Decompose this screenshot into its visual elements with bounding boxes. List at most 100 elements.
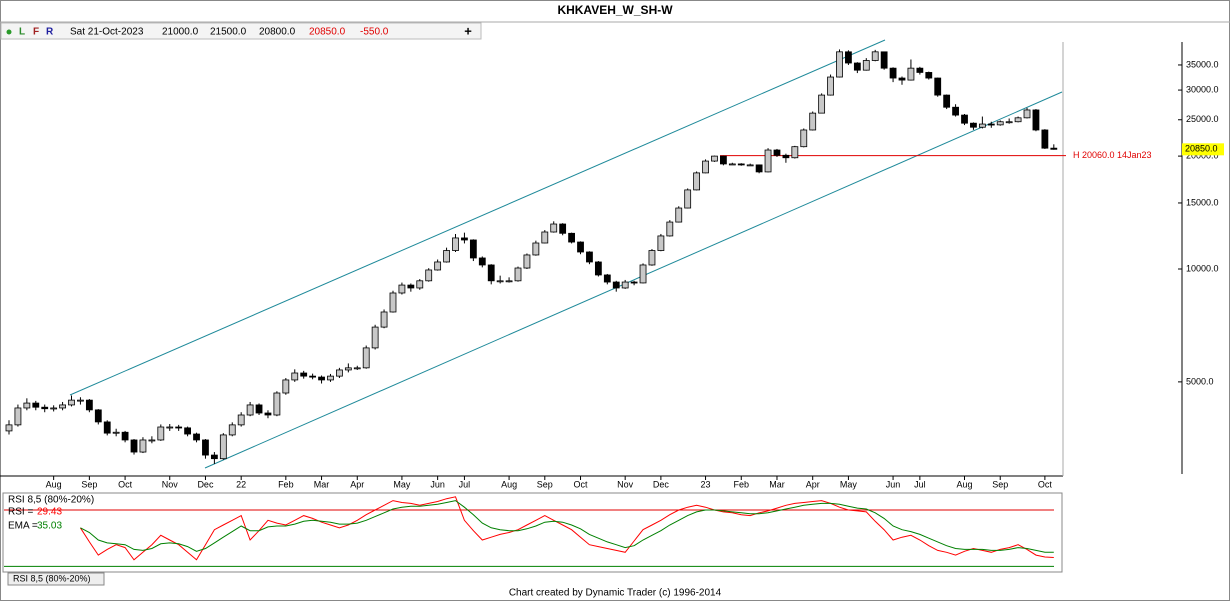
candle-body <box>380 311 388 328</box>
candle-body <box>157 426 165 441</box>
candle-body <box>978 123 986 128</box>
candle-body <box>916 67 924 73</box>
x-tick-label: Mar <box>769 479 785 489</box>
candle-body <box>523 254 531 269</box>
candle-body <box>255 404 263 414</box>
legend-value: 35.03 <box>37 521 62 532</box>
x-tick-label: Sep <box>81 479 97 489</box>
candle-body <box>586 251 593 263</box>
candle-body <box>568 232 575 243</box>
candle-body <box>1005 121 1013 124</box>
candle-body <box>327 375 334 381</box>
toolbar-button[interactable]: L <box>19 27 25 38</box>
toolbar-button[interactable]: R <box>46 27 54 38</box>
x-tick-label: Jul <box>914 479 926 489</box>
candle-body <box>737 163 745 166</box>
x-tick-label: Apr <box>806 479 820 489</box>
candle-body <box>693 172 701 191</box>
candle-body <box>103 421 111 434</box>
candle-body <box>398 284 406 294</box>
candle-body <box>175 426 183 429</box>
candle-body <box>193 433 200 441</box>
rsi-tab[interactable] <box>7 572 105 586</box>
candle-body <box>318 376 325 381</box>
candle-body <box>246 404 254 416</box>
candle-body <box>389 292 397 313</box>
x-tick-label: Feb <box>734 479 750 489</box>
legend-value: 29.43 <box>37 507 62 518</box>
candle-body <box>791 146 799 159</box>
legend-name: RSI = <box>8 507 33 518</box>
candle-body <box>130 439 138 453</box>
y-tick-label: 20000.0 <box>1186 150 1219 160</box>
candle-body <box>711 155 718 162</box>
candle-body <box>425 269 433 282</box>
candle-body <box>336 369 343 377</box>
channel-upper <box>69 39 886 396</box>
candle-body <box>782 154 790 159</box>
candle-body <box>273 392 281 416</box>
indicator-line <box>79 496 1054 561</box>
candle-body <box>702 160 709 174</box>
candle-body <box>478 257 486 266</box>
status-dot <box>6 29 12 35</box>
bar-close: 20850.0 <box>309 27 346 38</box>
bar-date: Sat 21-Oct-2023 <box>70 27 144 38</box>
x-tick-label: Dec <box>197 479 214 489</box>
candle-body <box>1041 129 1049 149</box>
x-tick-label: 22 <box>236 479 246 489</box>
candle-body <box>871 51 879 61</box>
y-tick-label: 10000.0 <box>1186 263 1219 273</box>
candle-body <box>32 402 40 408</box>
toolbar <box>0 22 482 40</box>
candle-body <box>728 163 736 166</box>
x-tick-label: Jun <box>886 479 901 489</box>
candle-body <box>621 281 629 289</box>
rsi-panel <box>2 492 1063 573</box>
candle-body <box>41 406 49 410</box>
candle-body <box>407 284 415 289</box>
candle-body <box>898 77 906 81</box>
candle-body <box>827 76 834 96</box>
candle-body <box>85 399 93 411</box>
indicator-line <box>80 500 1054 553</box>
candle-body <box>666 221 674 237</box>
rsi-title: RSI 8,5 (80%-20%) <box>8 495 94 506</box>
high-label: H 20060.0 14Jan23 <box>1073 150 1152 160</box>
rsi-tab-label[interactable]: RSI 8,5 (80%-20%) <box>13 573 91 583</box>
candle-body <box>594 261 602 276</box>
candle-body <box>845 51 852 64</box>
candle-body <box>684 189 692 209</box>
candle-body <box>14 407 22 426</box>
candle-body <box>648 250 656 266</box>
candle-body <box>773 149 781 156</box>
candle-body <box>943 94 951 108</box>
candle-body <box>112 431 120 434</box>
candle-body <box>996 121 1004 126</box>
x-tick-label: Aug <box>501 479 517 489</box>
chart-title: KHKAVEH_W_SH-W <box>557 3 673 17</box>
footer: Chart created by Dynamic Trader (c) 1996… <box>509 588 722 599</box>
toolbar-button[interactable]: F <box>33 27 39 38</box>
candle-body <box>675 207 683 223</box>
candle-body <box>764 149 772 173</box>
bar-high: 21500.0 <box>210 27 247 38</box>
candle-body <box>23 402 31 409</box>
candle-body <box>139 439 147 453</box>
candle-body <box>853 62 861 71</box>
x-tick-label: Sep <box>992 479 1008 489</box>
candle-body <box>237 414 245 426</box>
candle-body <box>907 67 915 81</box>
candle-body <box>630 281 638 284</box>
x-tick-label: Oct <box>118 479 133 489</box>
candle-body <box>541 231 549 244</box>
candle-body <box>925 72 933 79</box>
candle-body <box>282 379 290 394</box>
y-tick-label: 30000.0 <box>1186 84 1219 94</box>
candle-body <box>202 439 209 456</box>
x-tick-label: May <box>840 479 858 489</box>
add-button[interactable]: + <box>464 23 472 38</box>
